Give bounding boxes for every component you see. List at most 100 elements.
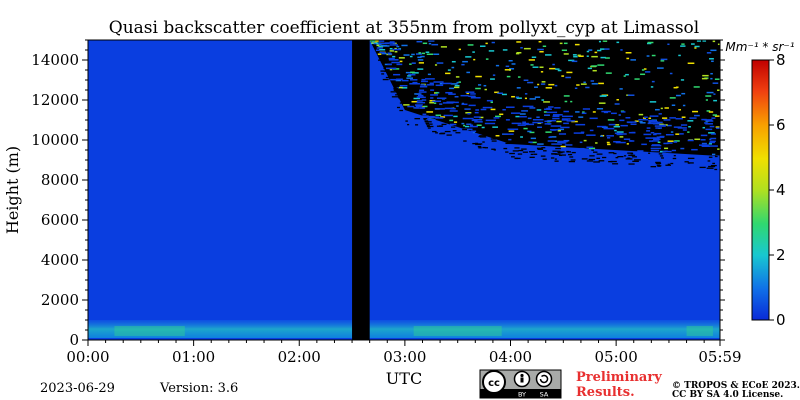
noise-speckle xyxy=(574,43,580,46)
noise-edge-dot xyxy=(708,165,716,168)
noise-edge-streak xyxy=(603,127,615,130)
noise-edge-dot xyxy=(657,165,661,167)
noise-edge-dot xyxy=(710,164,717,167)
noise-edge-dot xyxy=(586,160,594,162)
noise-speckle xyxy=(709,138,712,141)
noise-edge-streak xyxy=(507,128,519,131)
noise-edge-streak xyxy=(505,106,515,108)
noise-speckle xyxy=(583,81,586,84)
noise-edge-dot xyxy=(554,158,557,160)
noise-edge-streak xyxy=(705,123,713,125)
noise-edge-dot xyxy=(479,136,487,138)
noise-edge-streak xyxy=(614,132,622,135)
noise-edge-streak xyxy=(561,119,568,121)
noise-edge-dot xyxy=(383,67,386,70)
noise-edge-dot xyxy=(391,96,399,98)
noise-edge-streak xyxy=(716,127,720,129)
noise-speckle xyxy=(538,40,542,43)
noise-edge-dot xyxy=(462,128,467,131)
y-tick-label: 12000 xyxy=(31,91,79,109)
x-tick-label: 05:59 xyxy=(698,348,741,366)
noise-speckle xyxy=(516,51,522,54)
noise-edge-dot xyxy=(399,109,404,112)
noise-speckle xyxy=(619,88,623,90)
noise-speckle xyxy=(588,49,593,51)
noise-edge-dot xyxy=(390,91,397,93)
noise-edge-dot xyxy=(455,132,461,134)
preliminary-line-2: Results. xyxy=(576,385,635,400)
noise-edge-dot xyxy=(552,150,557,152)
noise-speckle xyxy=(540,83,546,85)
noise-edge-dot xyxy=(687,162,691,164)
noise-edge-streak xyxy=(701,118,707,121)
noise-speckle xyxy=(586,55,589,57)
noise-speckle xyxy=(616,41,620,44)
noise-speckle xyxy=(563,53,569,55)
noise-speckle xyxy=(416,93,422,95)
noise-speckle xyxy=(680,147,685,150)
noise-speckle xyxy=(422,42,428,45)
noise-edge-dot xyxy=(655,161,661,164)
noise-edge-streak xyxy=(522,121,527,123)
noise-edge-streak xyxy=(435,84,444,87)
noise-speckle xyxy=(429,101,435,104)
noise-speckle xyxy=(600,56,606,59)
noise-edge-streak xyxy=(470,130,477,133)
noise-edge-dot xyxy=(425,123,433,125)
noise-speckle xyxy=(398,86,403,89)
noise-speckle xyxy=(646,42,652,45)
noise-speckle xyxy=(559,42,563,45)
noise-edge-dot xyxy=(665,164,672,166)
noise-edge-dot xyxy=(556,150,561,152)
noise-speckle xyxy=(417,56,422,59)
noise-speckle xyxy=(708,143,712,145)
noise-edge-dot xyxy=(687,162,694,164)
noise-speckle xyxy=(712,82,719,84)
noise-edge-dot xyxy=(482,141,485,143)
noise-edge-dot xyxy=(557,151,563,154)
noise-edge-streak xyxy=(393,73,401,76)
noise-edge-dot xyxy=(424,121,432,123)
noise-speckle xyxy=(387,53,393,55)
noise-edge-streak xyxy=(444,107,454,110)
noise-edge-dot xyxy=(661,157,664,159)
noise-edge-streak xyxy=(652,137,660,139)
noise-edge-streak xyxy=(432,100,442,103)
noise-speckle xyxy=(524,93,528,95)
noise-edge-streak xyxy=(658,113,662,115)
noise-speckle xyxy=(411,53,415,56)
noise-edge-streak xyxy=(704,119,713,121)
noise-speckle xyxy=(499,113,504,116)
noise-edge-dot xyxy=(452,130,457,132)
noise-speckle xyxy=(405,71,412,74)
noise-edge-dot xyxy=(482,146,486,149)
noise-edge-streak xyxy=(463,128,473,131)
noise-speckle xyxy=(534,86,538,88)
noise-edge-dot xyxy=(655,162,662,165)
noise-speckle xyxy=(557,69,562,72)
noise-edge-streak xyxy=(425,115,435,118)
noise-edge-dot xyxy=(432,130,437,133)
noise-edge-streak xyxy=(433,81,444,83)
noise-speckle xyxy=(620,49,623,51)
noise-edge-streak xyxy=(621,133,627,135)
noise-speckle xyxy=(534,96,541,98)
noise-edge-streak xyxy=(603,111,609,114)
noise-speckle xyxy=(563,42,568,45)
noise-edge-streak xyxy=(414,104,423,106)
noise-edge-streak xyxy=(558,133,567,135)
noise-edge-streak xyxy=(409,83,420,85)
noise-speckle xyxy=(462,60,468,63)
noise-speckle xyxy=(502,133,508,135)
noise-speckle xyxy=(447,69,451,71)
noise-edge-streak xyxy=(465,91,475,93)
noise-edge-dot xyxy=(472,142,477,145)
noise-edge-streak xyxy=(616,133,623,136)
x-tick-label: 00:00 xyxy=(66,348,109,366)
noise-speckle xyxy=(480,45,486,47)
noise-edge-streak xyxy=(429,82,434,84)
noise-edge-dot xyxy=(423,118,428,120)
noise-edge-streak xyxy=(408,73,416,76)
noise-edge-streak xyxy=(650,149,660,152)
noise-speckle xyxy=(576,84,580,86)
